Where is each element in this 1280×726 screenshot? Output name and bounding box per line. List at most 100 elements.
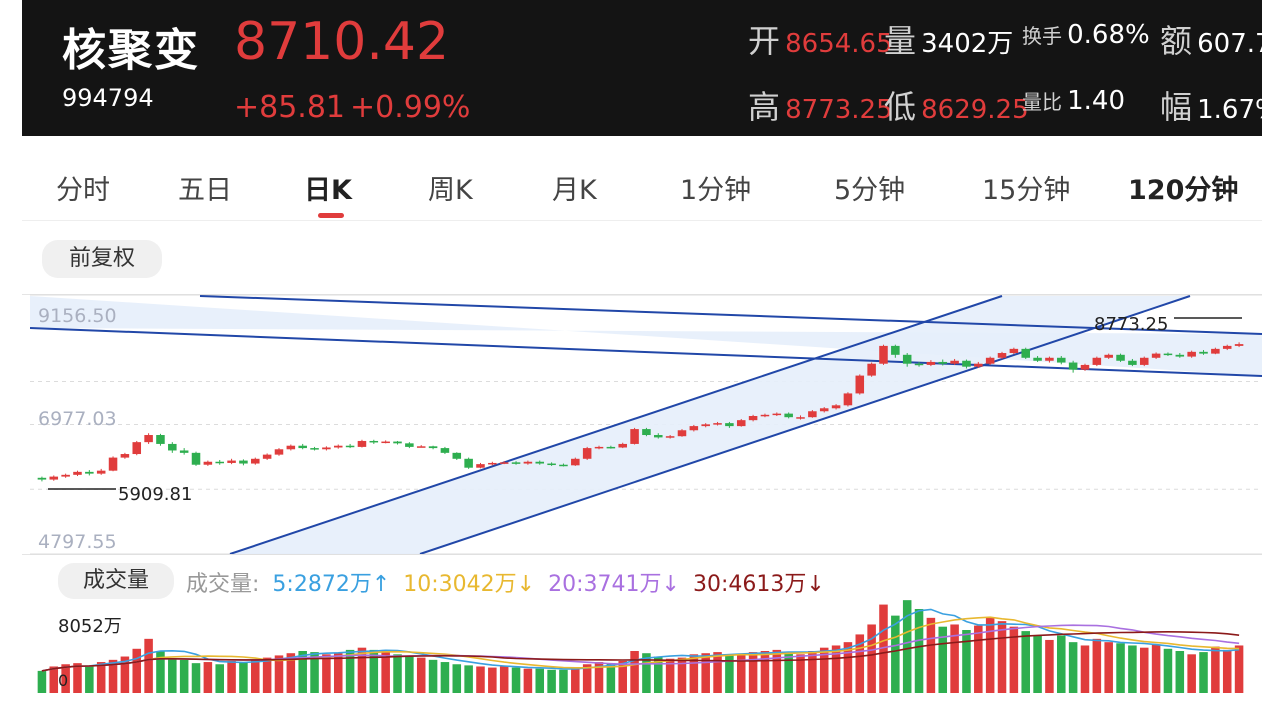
- candle-body: [1139, 357, 1149, 365]
- volume-bar: [274, 655, 284, 693]
- volume-bar: [630, 650, 639, 693]
- volume-bar: [926, 617, 936, 693]
- candle-body: [654, 435, 663, 438]
- price-axis-top-label: 9156.50: [38, 305, 117, 327]
- candle-body: [772, 413, 782, 416]
- candle-body: [168, 443, 177, 451]
- tab-5-minute[interactable]: 5分钟: [834, 175, 906, 206]
- volume-bar: [938, 626, 948, 693]
- volume-bar: [914, 608, 924, 693]
- candle-body: [926, 361, 936, 365]
- candle-body: [879, 345, 888, 364]
- volume-bar: [286, 653, 296, 693]
- period-tabs: 分时 五日 日K 周K 月K 1分钟 5分钟 15分钟 120分钟: [22, 150, 1262, 221]
- volume-bar: [523, 668, 533, 693]
- tab-15-minute[interactable]: 15分钟: [982, 175, 1071, 206]
- candle-body: [85, 471, 94, 474]
- volume-bar: [156, 650, 165, 693]
- volume-bar: [464, 665, 473, 693]
- candle-body: [357, 440, 367, 447]
- min-price-annotation: 5909.81: [118, 484, 192, 505]
- candle-body: [1104, 354, 1113, 358]
- volume-bar: [665, 658, 675, 693]
- volume-bar: [819, 647, 829, 693]
- tab-daily-k[interactable]: 日K: [304, 175, 352, 206]
- candle-body: [582, 448, 592, 459]
- amplitude-stat: 幅 1.67%: [1160, 82, 1262, 128]
- volume-bar: [985, 617, 995, 693]
- volume-bar: [369, 649, 379, 693]
- right-edge: [1262, 0, 1280, 726]
- volume-bar: [345, 649, 355, 693]
- tab-weekly-k[interactable]: 周K: [428, 175, 473, 206]
- candle-body: [1211, 348, 1220, 354]
- volume-bar: [748, 652, 758, 693]
- candle-body: [1163, 353, 1173, 356]
- candle-body: [239, 460, 248, 464]
- candle-body: [736, 420, 746, 427]
- volume-ma20: 20:3741万↓: [548, 572, 680, 597]
- candle-body: [108, 457, 118, 471]
- candle-body: [571, 458, 580, 466]
- candle-body: [476, 464, 485, 468]
- candle-body: [37, 477, 47, 480]
- volume-bar: [262, 657, 272, 693]
- volume-bar: [713, 652, 722, 693]
- high-stat: 高 8773.25: [748, 82, 893, 128]
- candle-body: [962, 360, 971, 367]
- volume-bar: [476, 666, 485, 693]
- candle-body: [215, 461, 224, 464]
- volume-bar: [1234, 645, 1244, 693]
- volume-bar: [227, 660, 236, 693]
- channel-lower-line: [30, 327, 1262, 377]
- tab-monthly-k[interactable]: 月K: [552, 175, 597, 206]
- volume-bar: [571, 667, 580, 693]
- volume-stat-value: 3402万: [921, 29, 1014, 59]
- volume-bar: [618, 660, 627, 693]
- index-code: 994794: [62, 84, 154, 112]
- candle-body: [49, 476, 59, 480]
- volume-bar: [902, 600, 912, 693]
- candle-body: [322, 447, 331, 450]
- candle-body: [997, 353, 1007, 358]
- candle-body: [950, 360, 959, 364]
- volume-bar: [96, 662, 106, 693]
- volume-bar: [689, 654, 699, 693]
- tab-five-day[interactable]: 五日: [178, 175, 232, 206]
- volume-indicator-button[interactable]: 成交量: [58, 563, 174, 599]
- volume-bar: [725, 655, 734, 693]
- candle-body: [1009, 348, 1019, 354]
- candle-body: [1033, 357, 1042, 361]
- candle-body: [452, 452, 462, 459]
- candle-body: [405, 443, 414, 447]
- volume-legend-prefix: 成交量:: [186, 572, 260, 597]
- amount-value: 607.7: [1197, 29, 1262, 59]
- candle-body: [1057, 357, 1066, 363]
- candle-body: [1080, 364, 1090, 370]
- candle-body: [488, 462, 497, 465]
- tab-intraday[interactable]: 分时: [56, 175, 110, 206]
- candle-body: [298, 445, 307, 449]
- candle-body: [1116, 354, 1125, 361]
- volume-bar: [333, 653, 343, 693]
- volume-bar: [606, 663, 616, 693]
- volume-bar: [1175, 650, 1185, 693]
- candle-body: [867, 363, 876, 376]
- volume-bar: [642, 653, 651, 693]
- candle-body: [725, 423, 734, 427]
- volume-bar: [1080, 645, 1090, 693]
- low-value: 8629.25: [921, 95, 1029, 125]
- tab-120-minute[interactable]: 120分钟: [1128, 175, 1239, 206]
- tab-1-minute[interactable]: 1分钟: [680, 175, 752, 206]
- candle-body: [1151, 353, 1161, 358]
- adjust-mode-button[interactable]: 前复权: [42, 240, 162, 278]
- price-change-percent: +0.99%: [350, 90, 471, 125]
- volume-bar: [120, 656, 130, 693]
- candle-body: [985, 357, 995, 364]
- candle-body: [1187, 351, 1196, 357]
- volume-bar: [831, 645, 841, 693]
- candle-body: [594, 446, 604, 449]
- candle-body: [689, 426, 699, 431]
- volume-bar: [867, 624, 876, 693]
